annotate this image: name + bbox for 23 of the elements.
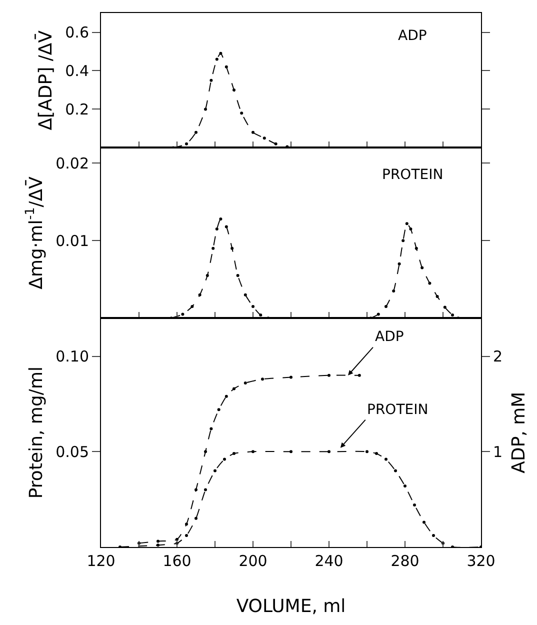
y-tick-label: 0.01: [56, 232, 89, 250]
y-tick-label: 0.4: [65, 62, 89, 80]
y-tick-label: 0.02: [56, 154, 89, 172]
y-axis-title: Δ[ADP] /ΔV̄: [34, 30, 56, 130]
x-tick-label: 240: [314, 552, 344, 570]
y-axis-title: Protein, mg/ml: [26, 366, 47, 499]
annotation: ADP: [398, 28, 427, 44]
y-tick-label: 0.2: [65, 100, 89, 118]
x-tick-label: 120: [86, 552, 116, 570]
x-tick-label: 280: [390, 552, 420, 570]
x-tick-label: 160: [162, 552, 192, 570]
annotation: ADP: [375, 329, 404, 345]
x-axis-title: VOLUME, ml: [236, 596, 346, 618]
annotation: PROTEIN: [382, 167, 444, 183]
annotation: PROTEIN: [367, 402, 428, 418]
y2-axis-title: ADP, mM: [508, 392, 530, 474]
y-tick-label: 0.6: [65, 24, 89, 42]
y-tick-label: 0.10: [56, 348, 89, 366]
x-tick-label: 200: [238, 552, 268, 570]
x-tick-label: 320: [466, 552, 496, 570]
y2-tick-label: 2: [493, 348, 503, 366]
y-tick-label: 0.05: [56, 442, 89, 461]
y2-tick-label: 1: [493, 442, 503, 461]
